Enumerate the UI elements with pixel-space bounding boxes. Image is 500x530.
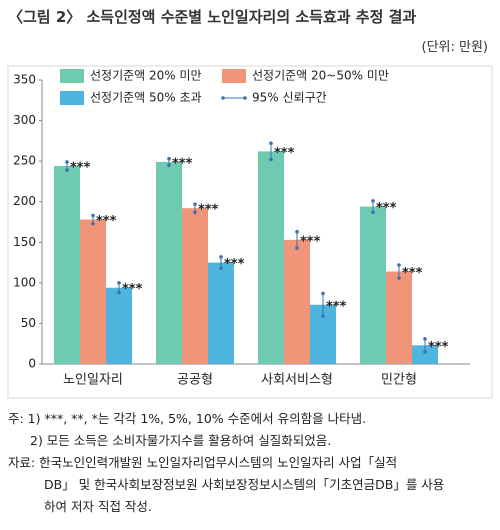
y-tick-label: 300 <box>13 113 36 127</box>
error-cap <box>397 276 401 280</box>
legend-label: 선정기준액 20% 미만 <box>90 69 202 83</box>
bar <box>80 219 106 364</box>
legend-swatch <box>60 91 84 105</box>
legend-error-dot <box>221 96 225 100</box>
y-tick-label: 0 <box>28 357 36 371</box>
error-cap <box>295 246 299 250</box>
source-line: 자료: 한국노인인력개발원 노인일자리업무시스템의 노인일자리 사업「실적 <box>8 455 398 470</box>
note-line: 2) 모든 소득은 소비자물가지수를 활용하여 실질화되었음. <box>30 433 332 448</box>
bar <box>412 345 438 364</box>
notes: 주: 1) ***, **, *는 각각 1%, 5%, 10% 수준에서 유의… <box>8 408 496 518</box>
significance-label: *** <box>70 161 91 176</box>
bar <box>182 208 208 364</box>
error-cap <box>91 213 95 218</box>
unit-label: (단위: 만원) <box>421 40 489 55</box>
legend-swatch <box>60 69 84 83</box>
bar <box>258 151 284 364</box>
source-line: 하여 저자 직접 작성. <box>44 499 152 514</box>
error-cap <box>193 202 197 206</box>
legend-swatch <box>222 69 246 83</box>
x-tick-label: 민간형 <box>381 373 417 388</box>
y-tick-label: 200 <box>13 194 36 208</box>
bar <box>386 271 412 364</box>
y-tick-label: 350 <box>13 73 36 87</box>
y-tick-label: 100 <box>13 275 36 289</box>
y-tick-label: 250 <box>13 154 36 168</box>
note-line: 주: 1) ***, **, *는 각각 1%, 5%, 10% 수준에서 유의… <box>8 411 367 426</box>
error-cap <box>219 266 223 271</box>
significance-label: *** <box>326 299 347 314</box>
bar <box>360 206 386 364</box>
bar <box>208 262 234 364</box>
x-tick-label: 공공형 <box>177 373 213 388</box>
x-tick-label: 사회서비스형 <box>261 373 333 388</box>
error-cap <box>295 229 299 234</box>
y-tick-label: 150 <box>13 235 36 249</box>
significance-label: *** <box>402 266 423 281</box>
bar <box>54 166 80 364</box>
source-line: DB」 및 한국사회보장정보원 사회보장정보시스템의「기초연금DB」를 사용 <box>44 477 445 492</box>
bar <box>156 161 182 364</box>
y-tick-label: 50 <box>21 316 36 330</box>
x-tick-label: 노인일자리 <box>63 373 123 388</box>
error-cap <box>371 199 375 203</box>
chart: 0 50 100 150 200 250 300 350 노인일자리 *** *** *** 공공형 **… <box>7 65 493 399</box>
bar <box>106 287 132 364</box>
error-cap <box>193 210 197 215</box>
legend-label: 95% 신뢰구간 <box>252 91 327 105</box>
significance-label: *** <box>274 146 295 161</box>
error-cap <box>65 160 69 164</box>
error-cap <box>321 314 325 318</box>
legend-error-dot <box>243 96 247 100</box>
error-cap <box>269 141 273 146</box>
significance-label: *** <box>428 340 449 355</box>
significance-label: *** <box>198 203 219 218</box>
error-cap <box>269 157 273 162</box>
significance-label: *** <box>122 282 143 297</box>
error-cap <box>219 255 223 259</box>
figure-title: 〈그림 2〉 소득인정액 수준별 노인일자리의 소득효과 추정 결과 <box>8 8 417 26</box>
error-cap <box>167 163 171 167</box>
significance-label: *** <box>224 257 245 272</box>
error-cap <box>65 168 69 172</box>
error-cap <box>91 221 95 226</box>
error-cap <box>167 156 171 161</box>
legend-label: 선정기준액 20~50% 미만 <box>252 69 389 83</box>
error-cap <box>371 210 375 215</box>
error-cap <box>397 263 401 267</box>
significance-label: *** <box>96 214 117 229</box>
error-cap <box>321 291 325 296</box>
error-cap <box>117 281 121 285</box>
error-cap <box>117 290 121 295</box>
significance-label: *** <box>376 201 397 216</box>
chart-frame <box>7 65 493 399</box>
bar <box>284 239 310 364</box>
significance-label: *** <box>172 156 193 171</box>
error-cap <box>423 337 427 341</box>
significance-label: *** <box>300 234 321 249</box>
error-cap <box>423 350 427 354</box>
legend-label: 선정기준액 50% 초과 <box>90 91 202 105</box>
